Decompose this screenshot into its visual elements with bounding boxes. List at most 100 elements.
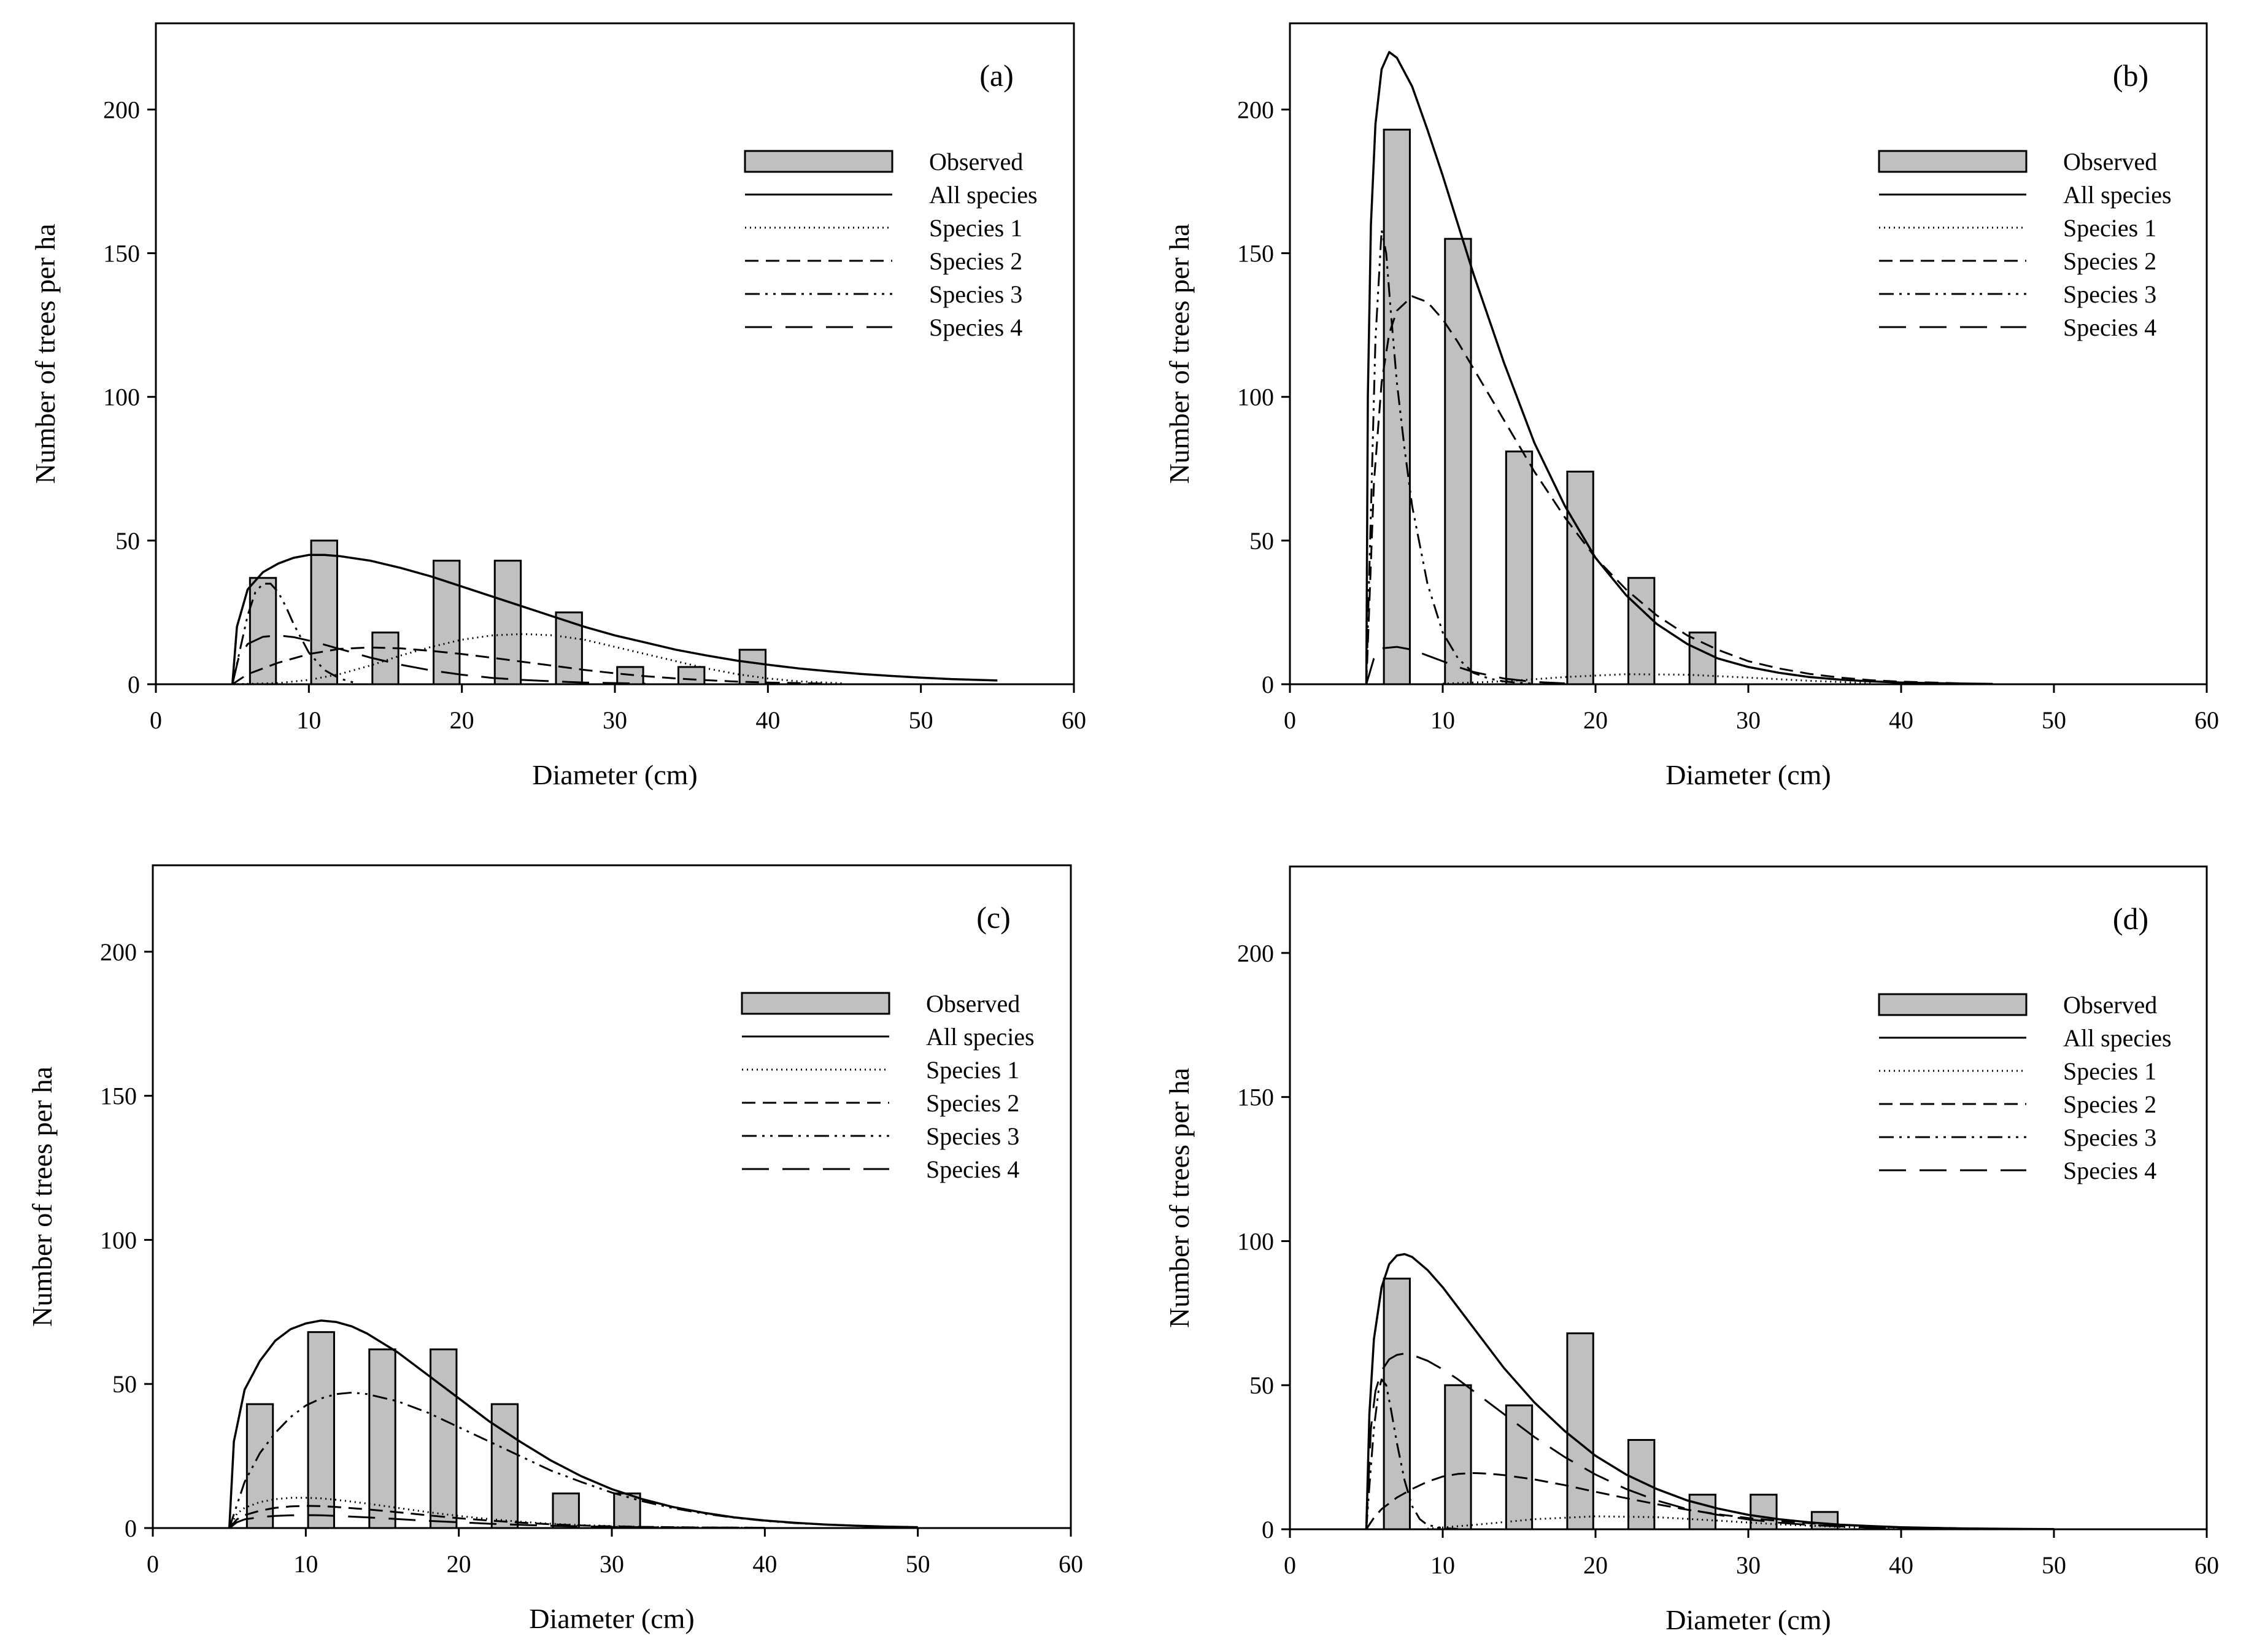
- observed-bar: [1566, 1332, 1594, 1530]
- species-4-curve: [231, 634, 646, 685]
- x-tick-label: 0: [1284, 706, 1296, 734]
- all-species-curve: [1365, 51, 1993, 685]
- legend-label: Observed: [2063, 991, 2157, 1019]
- x-tick-label: 20: [1583, 706, 1608, 734]
- x-tick-label: 10: [1430, 1551, 1455, 1579]
- all-species-curve: [228, 1319, 918, 1529]
- observed-bar: [1627, 577, 1656, 685]
- observed-bar: [245, 1403, 274, 1529]
- observed-bar: [1566, 470, 1594, 685]
- panel-label: (d): [2113, 901, 2148, 936]
- observed-bar: [310, 539, 338, 685]
- legend-swatch-observed: [744, 150, 893, 173]
- observed-bar: [677, 666, 706, 685]
- x-tick-label: 40: [755, 706, 780, 734]
- observed-bar: [307, 1331, 335, 1529]
- x-axis-label: Diameter (cm): [532, 759, 697, 790]
- observed-bar: [1444, 237, 1472, 685]
- y-axis-label: Number of trees per ha: [1164, 223, 1195, 484]
- x-tick-label: 0: [1284, 1551, 1296, 1579]
- y-tick-label: 50: [112, 1370, 137, 1398]
- chart-panel-c: 0 10 20 30 40 50 60 0 50 100 150 200 Diameter (cm) Nu…: [26, 864, 1083, 1634]
- species-2-curve: [1365, 1472, 2024, 1530]
- legend-label: Species 1: [929, 214, 1022, 242]
- y-tick-label: 100: [1237, 1227, 1274, 1255]
- y-tick-label: 100: [100, 1226, 137, 1254]
- legend-swatch-observed: [1878, 993, 2028, 1016]
- legend-label: Species 4: [926, 1156, 1019, 1183]
- legend-label: Species 4: [929, 314, 1022, 341]
- legend-label: Species 1: [2063, 1057, 2156, 1085]
- y-tick-label: 200: [1237, 940, 1274, 967]
- y-tick-label: 100: [103, 384, 140, 411]
- all-species-curve: [231, 554, 998, 685]
- x-tick-label: 10: [293, 1550, 318, 1578]
- legend-label: Species 1: [2063, 214, 2156, 242]
- species-1-curve: [232, 633, 845, 685]
- legend-label: All species: [2063, 1024, 2172, 1052]
- legend-label: Species 4: [2063, 1157, 2156, 1184]
- observed-bar: [490, 1403, 519, 1529]
- observed-bar: [1444, 1384, 1472, 1530]
- observed-bar: [1505, 450, 1534, 685]
- observed-bar: [1383, 1277, 1411, 1530]
- x-tick-label: 50: [2042, 706, 2066, 734]
- x-tick-label: 10: [296, 706, 321, 734]
- legend-label: Species 4: [2063, 314, 2156, 341]
- legend-label: Observed: [926, 990, 1020, 1017]
- y-tick-label: 200: [100, 938, 137, 966]
- y-tick-label: 50: [115, 527, 140, 555]
- observed-bar: [249, 577, 277, 685]
- legend-label: Species 3: [929, 280, 1022, 308]
- x-tick-label: 30: [1736, 1551, 1761, 1579]
- y-tick-label: 200: [1237, 96, 1274, 123]
- legend-label: All species: [929, 181, 1038, 209]
- observed-bar: [1688, 1494, 1716, 1530]
- observed-bar: [1688, 631, 1716, 685]
- x-tick-label: 10: [1430, 706, 1455, 734]
- x-tick-label: 60: [2194, 706, 2219, 734]
- y-tick-label: 150: [100, 1083, 137, 1110]
- y-tick-label: 0: [125, 1515, 137, 1542]
- y-tick-label: 100: [1237, 384, 1274, 411]
- plot-frame: [152, 864, 1072, 1529]
- x-tick-label: 50: [2042, 1551, 2066, 1579]
- y-axis-label: Number of trees per ha: [1164, 1068, 1195, 1328]
- panel-label: (a): [979, 58, 1014, 93]
- y-tick-label: 0: [1262, 671, 1274, 698]
- species-2-curve: [231, 646, 830, 685]
- x-tick-label: 0: [147, 1550, 159, 1578]
- x-tick-label: 20: [1583, 1551, 1608, 1579]
- observed-bar: [1750, 1494, 1778, 1530]
- legend-label: Observed: [929, 148, 1023, 176]
- legend-label: Observed: [2063, 148, 2157, 176]
- plot-frame: [1289, 865, 2208, 1530]
- x-axis-label: Diameter (cm): [529, 1603, 694, 1634]
- chart-panel-a: 0 10 20 30 40 50 60 0 50 100 150 200 Diameter (cm) Nu…: [29, 22, 1086, 790]
- species-2-curve: [1365, 295, 1962, 685]
- observed-bar: [368, 1348, 396, 1529]
- species-2-curve: [228, 1505, 765, 1529]
- observed-bar: [430, 1348, 458, 1529]
- legend-label: Species 3: [926, 1122, 1019, 1150]
- y-tick-label: 200: [103, 96, 140, 123]
- y-axis-label: Number of trees per ha: [26, 1067, 58, 1327]
- y-tick-label: 0: [1262, 1516, 1274, 1543]
- y-axis-label: Number of trees per ha: [29, 223, 61, 484]
- x-tick-label: 20: [447, 1550, 471, 1578]
- x-tick-label: 20: [450, 706, 474, 734]
- chart-panel-d: 0 10 20 30 40 50 60 0 50 100 150 200 Diameter (cm) Nu…: [1164, 865, 2219, 1635]
- x-tick-label: 30: [603, 706, 627, 734]
- legend-label: All species: [926, 1023, 1035, 1051]
- legend-label: Species 2: [929, 247, 1022, 275]
- observed-bar: [738, 649, 767, 685]
- x-tick-label: 40: [1889, 706, 1913, 734]
- x-tick-label: 30: [600, 1550, 624, 1578]
- y-tick-label: 150: [1237, 1084, 1274, 1111]
- y-tick-label: 0: [128, 671, 140, 698]
- x-axis-label: Diameter (cm): [1665, 759, 1831, 790]
- legend-label: Species 1: [926, 1056, 1019, 1084]
- species-4-curve: [228, 1514, 765, 1529]
- observed-bar: [555, 611, 583, 685]
